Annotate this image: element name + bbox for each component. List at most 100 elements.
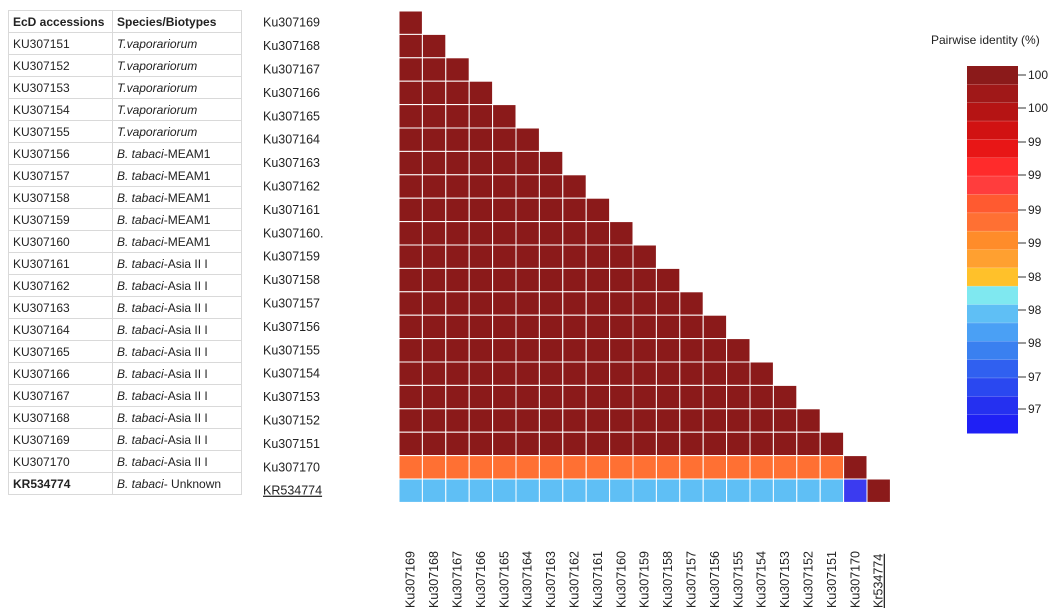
heatmap-cell	[492, 338, 517, 363]
heatmap-cell	[398, 127, 423, 152]
row-label: Ku307157	[263, 297, 320, 311]
heatmap-cell	[445, 127, 470, 152]
heatmap-cell	[492, 478, 517, 503]
biotype-name: - Unknown	[163, 476, 222, 491]
heatmap-cell	[421, 455, 447, 480]
heatmap-cell	[632, 267, 657, 293]
heatmap-cell	[492, 384, 517, 410]
heatmap-cell	[585, 221, 611, 246]
legend-swatch	[967, 121, 1018, 140]
heatmap-cell	[679, 291, 704, 316]
heatmap-cell	[515, 361, 540, 386]
heatmap-cell	[468, 80, 494, 106]
heatmap-cell	[468, 174, 494, 199]
heatmap-cell	[468, 361, 494, 386]
heatmap-cell	[421, 33, 447, 59]
heatmap-cell	[421, 338, 447, 363]
heatmap-cell	[819, 455, 845, 480]
heatmap-cell	[492, 104, 517, 129]
heatmap-cell	[492, 408, 517, 433]
species-name: B. tabaci	[117, 322, 164, 337]
heatmap-cell	[609, 361, 634, 386]
heatmap-cell	[421, 197, 447, 223]
biotype-name: -Asia II I	[163, 410, 208, 425]
heatmap-cell	[585, 361, 611, 386]
heatmap-cell	[609, 478, 634, 503]
heatmap-cell	[492, 314, 517, 340]
heatmap-cell	[468, 221, 494, 246]
table-row: KU307155 T.vaporariorum	[8, 120, 242, 143]
heatmap-cell	[585, 431, 611, 457]
heatmap-cell	[632, 478, 657, 503]
heatmap-cell	[445, 150, 470, 176]
heatmap-cell	[421, 104, 447, 129]
heatmap-cell	[749, 431, 774, 457]
heatmap-cell	[562, 338, 587, 363]
row-label: Ku307164	[263, 133, 320, 147]
legend-swatch	[967, 341, 1018, 361]
heatmap-cell	[585, 244, 611, 269]
heatmap-cell	[398, 150, 423, 176]
heatmap-cell	[772, 431, 798, 457]
species-cell: B. tabaci-Asia II I	[112, 406, 242, 429]
heatmap-cell	[819, 431, 845, 457]
heatmap-cell	[421, 244, 447, 269]
column-label: Ku307155	[731, 551, 745, 608]
heatmap-cell	[398, 221, 423, 246]
heatmap-cell	[702, 455, 728, 480]
heatmap-cell	[398, 197, 423, 223]
species-name: B. tabaci	[117, 190, 164, 205]
species-cell: B. tabaci-MEAM1	[112, 230, 242, 253]
row-label: Ku307163	[263, 156, 320, 170]
heatmap-cell	[796, 431, 821, 457]
heatmap-cell	[562, 455, 587, 480]
heatmap-cell	[398, 408, 423, 433]
legend-tick-label: 99	[1028, 236, 1042, 250]
heatmap-cell	[679, 431, 704, 457]
species-name: B. tabaci	[117, 432, 164, 447]
heatmap-cell	[398, 455, 423, 480]
heatmap-cell	[538, 291, 564, 316]
heatmap-cell	[585, 267, 611, 293]
biotype-name: -Asia II I	[163, 322, 208, 337]
species-cell: B. tabaci-Asia II I	[112, 384, 242, 407]
heatmap-cell	[702, 408, 728, 433]
legend-swatch	[967, 139, 1018, 159]
biotype-name: -Asia II I	[163, 344, 208, 359]
heatmap-cell	[468, 455, 494, 480]
column-label: Ku307168	[427, 551, 441, 608]
heatmap-cell	[749, 384, 774, 410]
heatmap-cell	[398, 431, 423, 457]
legend-tick-label: 97	[1028, 402, 1042, 416]
heatmap-cell	[421, 221, 447, 246]
heatmap-cell	[398, 291, 423, 316]
heatmap-cell	[702, 384, 728, 410]
heatmap-cell	[655, 478, 681, 503]
legend-swatch	[967, 249, 1018, 269]
legend-tick-label: 97	[1028, 370, 1042, 384]
table-row: KU307160 B. tabaci-MEAM1	[8, 230, 242, 253]
species-name: B. tabaci	[117, 256, 164, 271]
biotype-name: -MEAM1	[163, 190, 211, 205]
heatmap-cell	[445, 408, 470, 433]
row-label: Ku307154	[263, 367, 320, 381]
heatmap-cell	[468, 291, 494, 316]
accession-table: EcD accessions Species/Biotypes KU307151…	[8, 10, 242, 495]
species-cell: T.vaporariorum	[112, 54, 242, 77]
table-row: KU307165 B. tabaci-Asia II I	[8, 340, 242, 363]
heatmap-cell	[655, 338, 681, 363]
heatmap-cell	[655, 384, 681, 410]
species-name: B. tabaci	[117, 410, 164, 425]
legend-tick-label: 99	[1028, 168, 1042, 182]
heatmap-cell	[632, 291, 657, 316]
heatmap-cell	[749, 478, 774, 503]
row-label: Ku307165	[263, 109, 320, 123]
heatmap-cell	[726, 455, 751, 480]
biotype-name: -Asia II I	[163, 366, 208, 381]
heatmap-cell	[726, 408, 751, 433]
heatmap-cell	[468, 197, 494, 223]
legend-swatch	[967, 396, 1018, 416]
heatmap-cell	[445, 267, 470, 293]
heatmap-cell	[655, 314, 681, 340]
legend-swatch	[967, 304, 1018, 324]
